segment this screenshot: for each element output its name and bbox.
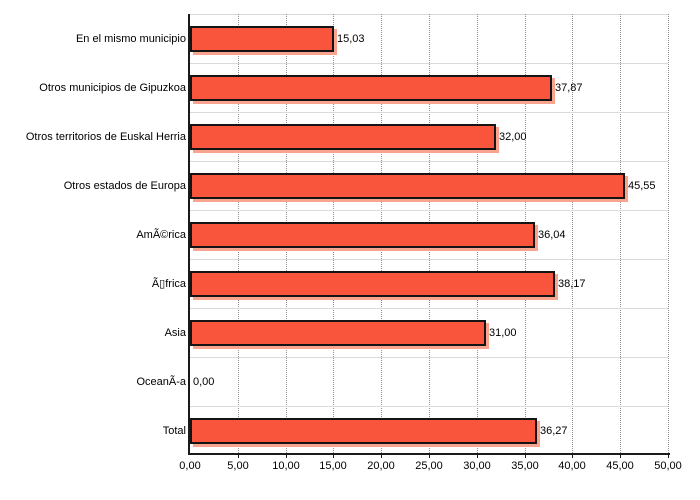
- x-tick-mark: [238, 455, 239, 458]
- x-tick-label: 20,00: [367, 460, 395, 472]
- row-separator-line: [190, 161, 668, 162]
- x-tick-label: 30,00: [463, 460, 491, 472]
- category-label: Ã▯frica: [151, 278, 186, 290]
- category-label: En el mismo municipio: [75, 32, 186, 45]
- value-label: 31,00: [489, 327, 517, 339]
- x-tick-label: 35,00: [511, 460, 539, 472]
- bar-5: [190, 222, 535, 248]
- value-label: 45,55: [628, 180, 656, 192]
- x-tick-label: 15,00: [319, 460, 347, 472]
- row-separator-line: [190, 63, 668, 64]
- plot-area: 15,03 37,87 32,00 45,55 36,04 38,17 31,00 0,00 3…: [190, 14, 669, 455]
- bar-1: [190, 26, 334, 52]
- x-tick-label: 0,00: [179, 460, 201, 472]
- row-separator-line: [190, 357, 668, 358]
- vertical-gridline: [572, 14, 573, 455]
- bar-2: [190, 75, 552, 101]
- x-tick-mark: [286, 455, 287, 458]
- x-axis-line: [188, 453, 670, 455]
- value-label: 15,03: [337, 33, 365, 45]
- x-tick-label: 45,00: [606, 460, 634, 472]
- value-label: 37,87: [555, 82, 583, 94]
- x-tick-mark: [668, 455, 669, 458]
- row-separator-line: [190, 259, 668, 260]
- bar-4: [190, 173, 625, 199]
- value-label: 36,27: [540, 425, 568, 437]
- x-tick-mark: [381, 455, 382, 458]
- y-axis-line: [188, 14, 190, 455]
- x-tick-label: 50,00: [654, 460, 682, 472]
- vertical-gridline: [668, 14, 669, 455]
- value-label: 36,04: [538, 229, 566, 241]
- value-label: 32,00: [499, 131, 527, 143]
- row-separator-line: [190, 308, 668, 309]
- row-separator-line: [190, 210, 668, 211]
- x-tick-mark: [429, 455, 430, 458]
- category-label: Otros estados de Europa: [63, 179, 186, 192]
- row-separator-line: [190, 406, 668, 407]
- category-label: AmÃ©rica: [136, 228, 186, 241]
- x-tick-mark: [477, 455, 478, 458]
- value-label: 0,00: [193, 376, 215, 388]
- x-tick-label: 25,00: [415, 460, 443, 472]
- category-label: Asia: [164, 326, 186, 339]
- vertical-gridline: [620, 14, 621, 455]
- bar-3: [190, 124, 496, 150]
- x-tick-label: 10,00: [272, 460, 300, 472]
- x-tick-label: 40,00: [558, 460, 586, 472]
- category-label: Otros municipios de Gipuzkoa: [39, 81, 186, 94]
- bar-9: [190, 418, 537, 444]
- x-tick-mark: [572, 455, 573, 458]
- value-label: 38,17: [558, 278, 586, 290]
- x-tick-mark: [525, 455, 526, 458]
- category-label: Total: [162, 424, 186, 437]
- x-tick-mark: [620, 455, 621, 458]
- category-label: OceanÃ-a: [136, 375, 186, 388]
- x-tick-label: 5,00: [227, 460, 249, 472]
- bar-7: [190, 320, 486, 346]
- x-tick-mark: [333, 455, 334, 458]
- category-label: Otros territorios de Euskal Herria: [25, 130, 186, 143]
- row-separator-line: [190, 112, 668, 113]
- bar-6: [190, 271, 555, 297]
